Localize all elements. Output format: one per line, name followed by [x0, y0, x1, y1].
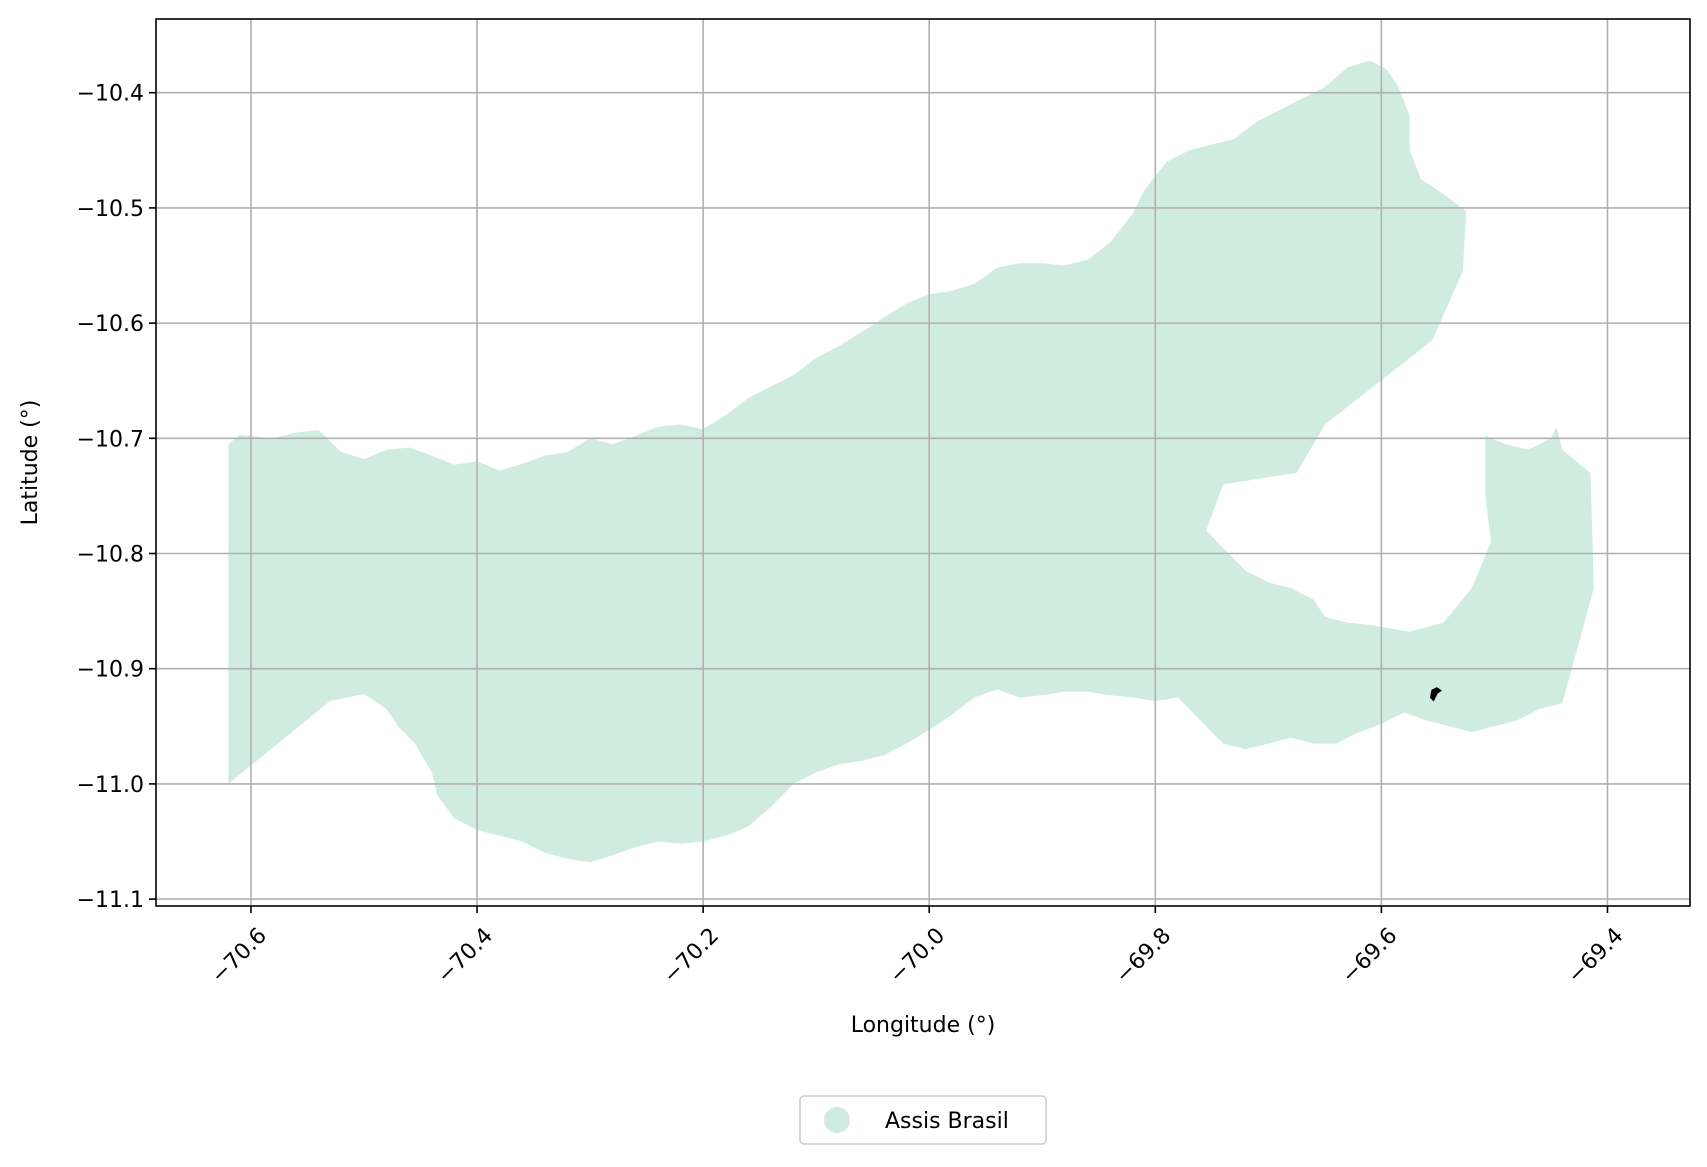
x-axis-label: Longitude (°) — [851, 1013, 996, 1038]
y-tick-label: −11.0 — [77, 773, 144, 798]
y-tick-label: −10.7 — [77, 427, 144, 452]
y-axis-label: Latitude (°) — [18, 400, 43, 526]
legend-box — [799, 1095, 1047, 1145]
map-layer — [228, 60, 1594, 863]
y-tick-label: −11.1 — [77, 888, 144, 913]
y-tick-label: −10.4 — [77, 82, 144, 107]
grid-layer — [156, 19, 1690, 906]
region-assis-brasil — [228, 60, 1594, 863]
y-tick-label: −10.9 — [77, 658, 144, 683]
legend: Assis Brasil — [799, 1095, 1047, 1145]
y-tick-label: −10.5 — [77, 197, 144, 222]
legend-marker — [824, 1107, 850, 1133]
legend-label-assis-brasil: Assis Brasil — [885, 1109, 1009, 1134]
town-marker — [1430, 687, 1442, 702]
y-tick-label: −10.6 — [77, 312, 144, 337]
axes-frame — [155, 18, 1691, 907]
y-tick-label: −10.8 — [77, 543, 144, 568]
